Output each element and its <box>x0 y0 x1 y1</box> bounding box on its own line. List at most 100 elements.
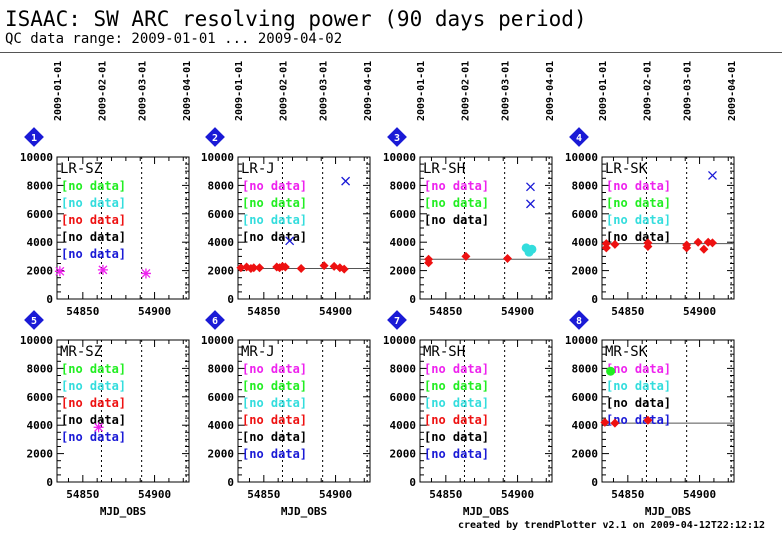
date-tick-label: 2009-01-01 <box>53 61 64 121</box>
y-tick-label: 8000 <box>27 179 54 192</box>
panel-number: 7 <box>394 316 400 327</box>
panel-badge <box>387 310 407 330</box>
date-tick-label: 2009-02-01 <box>97 61 108 121</box>
y-tick-label: 0 <box>409 293 416 306</box>
data-point-circle <box>606 366 616 376</box>
x-tick-label: 54850 <box>611 305 644 318</box>
panel-title: LR-SH <box>423 161 465 177</box>
date-tick-label: 2009-03-01 <box>138 61 149 121</box>
panel-badge <box>569 310 589 330</box>
x-tick-label: 54900 <box>138 488 171 501</box>
legend-entry: [no data] <box>61 213 126 227</box>
legend-entry: [no data] <box>242 430 307 444</box>
page-subtitle: QC data range: 2009-01-01 ... 2009-04-02 <box>5 31 343 47</box>
legend-entry: [no data] <box>606 413 671 427</box>
y-tick-label: 10000 <box>20 334 53 347</box>
date-tick-label: 2009-02-01 <box>278 61 289 121</box>
legend-entry: [no data] <box>61 362 126 376</box>
footer-credit: created by trendPlotter v2.1 on 2009-04-… <box>458 520 766 531</box>
y-tick-label: 0 <box>46 293 53 306</box>
panel-number: 4 <box>576 133 582 144</box>
page-title: ISAAC: SW ARC resolving power (90 days p… <box>5 7 587 31</box>
panel-mr-sh: 7 0 2000 4000 6000 8000 10000 54850 54900 MJD_OBS… <box>383 310 553 518</box>
y-tick-label: 2000 <box>572 448 599 461</box>
date-tick-label: 2009-03-01 <box>501 61 512 121</box>
legend-entry: [no data] <box>424 362 489 376</box>
panel-number: 2 <box>212 133 218 144</box>
panel-mr-sk: 8 0 2000 4000 6000 8000 10000 54850 54900 MJD_OBS… <box>565 310 735 518</box>
y-tick-label: 6000 <box>208 391 235 404</box>
panel-badge <box>387 127 407 147</box>
legend-entry: [no data] <box>424 447 489 461</box>
data-point-diamond <box>280 262 290 272</box>
legend-entry: [no data] <box>424 379 489 393</box>
legend-entry: [no data] <box>606 179 671 193</box>
y-tick-label: 8000 <box>208 362 235 375</box>
panel-lr-sz: 1 0 2000 4000 6000 8000 10000 54850 54900 LR-SZ [n… <box>20 127 190 318</box>
date-tick-label: 2009-03-01 <box>683 61 694 121</box>
x-tick-label: 54850 <box>66 305 99 318</box>
panel-title: LR-SK <box>605 161 648 177</box>
y-tick-label: 0 <box>227 293 234 306</box>
legend-entry: [no data] <box>61 430 126 444</box>
data-point-diamond <box>643 415 653 425</box>
legend-entry: [no data] <box>424 396 489 410</box>
panel-title: MR-J <box>241 344 275 360</box>
y-tick-label: 4000 <box>27 236 54 249</box>
panel-lr-sh: 3 0 2000 4000 6000 8000 10000 54850 54900 LR-SH [n… <box>383 127 553 318</box>
data-point-diamond <box>707 238 717 248</box>
y-tick-label: 2000 <box>208 265 235 278</box>
panel-title: LR-SZ <box>60 161 102 177</box>
x-tick-label: 54900 <box>319 488 352 501</box>
legend-entry: [no data] <box>61 413 126 427</box>
panel-title: MR-SK <box>605 344 648 360</box>
legend-entry: [no data] <box>424 213 489 227</box>
header-divider <box>0 52 782 53</box>
y-tick-label: 10000 <box>20 151 53 164</box>
legend-entry: [no data] <box>242 196 307 210</box>
legend-entry: [no data] <box>61 230 126 244</box>
panel-mr-j: 6 0 2000 4000 6000 8000 10000 54850 54900 MJD_OBS… <box>201 310 371 518</box>
y-tick-label: 2000 <box>390 265 417 278</box>
y-tick-label: 4000 <box>208 236 235 249</box>
y-tick-label: 10000 <box>383 334 416 347</box>
y-tick-label: 4000 <box>390 236 417 249</box>
date-tick-label: 2009-03-01 <box>319 61 330 121</box>
data-point-diamond <box>643 241 653 251</box>
legend-entry: [no data] <box>424 413 489 427</box>
x-tick-label: 54850 <box>611 488 644 501</box>
x-axis-label: MJD_OBS <box>645 505 691 518</box>
data-point-star <box>97 264 108 275</box>
x-tick-label: 54900 <box>501 488 534 501</box>
legend-entry: [no data] <box>424 179 489 193</box>
data-point-circle <box>527 244 537 254</box>
y-tick-label: 4000 <box>390 419 417 432</box>
x-tick-label: 54900 <box>683 488 716 501</box>
data-point-diamond <box>601 243 611 253</box>
y-tick-label: 2000 <box>572 265 599 278</box>
x-tick-label: 54850 <box>429 488 462 501</box>
data-point-cross <box>708 171 717 180</box>
legend-entry: [no data] <box>606 379 671 393</box>
data-point-diamond <box>503 254 513 264</box>
panel-title: MR-SZ <box>60 344 102 360</box>
legend-entry: [no data] <box>242 179 307 193</box>
legend-entry: [no data] <box>242 362 307 376</box>
x-axis-label: MJD_OBS <box>281 505 327 518</box>
date-tick-label: 2009-04-01 <box>363 61 374 121</box>
legend-entry: [no data] <box>424 196 489 210</box>
y-tick-label: 6000 <box>208 208 235 221</box>
date-tick-label: 2009-04-01 <box>727 61 738 121</box>
y-tick-label: 0 <box>46 476 53 489</box>
y-tick-label: 4000 <box>208 419 235 432</box>
data-point-cross <box>341 176 351 186</box>
date-tick-label: 2009-04-01 <box>545 61 556 121</box>
panel-title: MR-SH <box>423 344 465 360</box>
y-tick-label: 8000 <box>390 179 417 192</box>
legend-entry: [no data] <box>242 379 307 393</box>
data-point-star <box>93 422 104 433</box>
data-point-cross <box>285 236 295 246</box>
data-point-cross <box>526 199 535 209</box>
legend-entry: [no data] <box>242 213 307 227</box>
